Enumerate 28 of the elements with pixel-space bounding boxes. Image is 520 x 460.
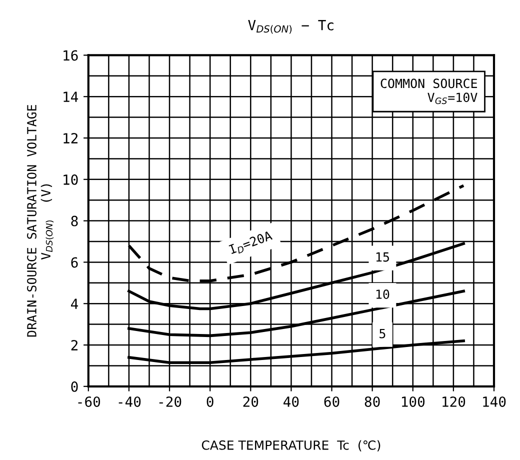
x-tick-label: 140 xyxy=(483,396,506,407)
text: I$_{D}$=20A xyxy=(228,230,274,256)
series-label: 5 xyxy=(380,329,386,338)
y-tick-label: 16 xyxy=(64,50,78,61)
annotation: COMMON SOURCE V$_{GS}$=10V xyxy=(380,78,478,104)
x-tick-label: 100 xyxy=(402,396,425,407)
series-label: 10 xyxy=(376,290,390,299)
x-tick-label: 20 xyxy=(243,396,258,407)
y-tick-label: 14 xyxy=(64,92,78,102)
x-tick-label: -40 xyxy=(118,396,141,407)
x-tick-label: 40 xyxy=(284,396,299,407)
x-tick-label: 0 xyxy=(206,396,214,407)
series-label: 15 xyxy=(376,252,389,262)
x-tick-label: -20 xyxy=(159,396,182,407)
y-tick-label: 10 xyxy=(64,174,78,185)
y-tick-label: 0 xyxy=(71,381,78,392)
chart-title: V$_{DS(ON)}$ − Tc xyxy=(248,20,334,34)
x-tick-label: 120 xyxy=(442,396,466,407)
y-tick-label: 2 xyxy=(71,340,78,350)
y-tick-label: 6 xyxy=(71,257,78,268)
x-axis-title: CASE TEMPERATURE Tc (℃) xyxy=(202,440,380,452)
y-tick-label: 4 xyxy=(71,298,78,309)
x-tick-label: 60 xyxy=(324,396,340,407)
y-tick-label: 8 xyxy=(71,216,78,226)
y-tick-label: 12 xyxy=(64,133,78,144)
text: DRAIN-SOURCE SATURATION VOLTAGE V$_{DS(ON)}$ (V) xyxy=(27,104,54,337)
x-tick-label: -60 xyxy=(78,396,100,407)
x-tick-label: 80 xyxy=(364,396,380,407)
